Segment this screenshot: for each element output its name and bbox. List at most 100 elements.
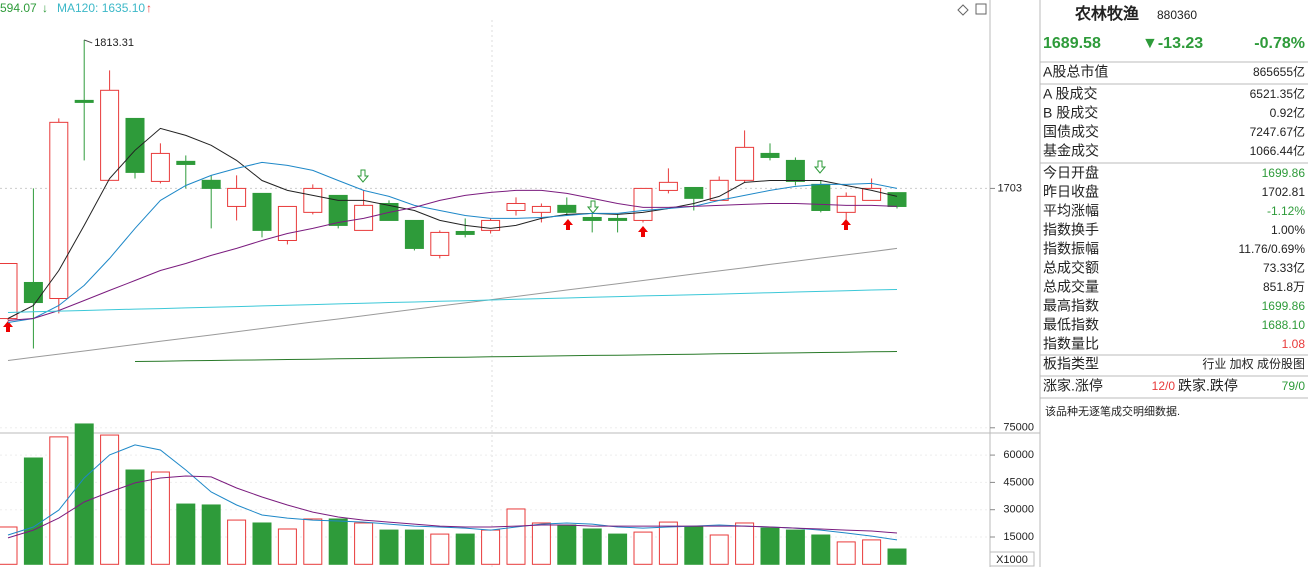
row-label: 今日开盘 xyxy=(1043,165,1099,181)
row-value: 1.08 xyxy=(1282,337,1306,351)
note: 该品种无逐笔成交明细数据. xyxy=(1045,404,1180,418)
candle-body xyxy=(862,187,882,201)
row-label: 指数振幅 xyxy=(1043,241,1099,257)
candle-body xyxy=(709,179,729,201)
volume-bar xyxy=(709,534,729,565)
candle-body xyxy=(506,202,526,211)
candle-body xyxy=(125,117,145,173)
ma-line xyxy=(134,351,898,362)
volume-bar xyxy=(150,471,170,565)
volume-bar xyxy=(74,423,94,565)
candle-body xyxy=(227,187,247,207)
volume-ma-line xyxy=(7,475,898,539)
price: 1689.58 xyxy=(1043,35,1101,52)
row-value: 12/0 xyxy=(1152,379,1176,393)
candle-body xyxy=(328,194,348,226)
volume-bar xyxy=(735,522,755,565)
icon[interactable] xyxy=(957,4,969,16)
volume-bar xyxy=(227,519,247,565)
candle-body xyxy=(658,181,678,191)
volume-bar xyxy=(404,529,424,565)
row-value: 0.92亿 xyxy=(1270,105,1305,120)
header-arrow: ↓ xyxy=(42,1,48,15)
y-tick-label: 45000 xyxy=(1003,476,1034,488)
candle-body xyxy=(735,146,755,181)
candle-body xyxy=(74,99,94,103)
row-label: 最低指数 xyxy=(1043,317,1099,333)
row-value: -1.12% xyxy=(1267,204,1305,218)
row-value: 1066.44亿 xyxy=(1250,143,1305,158)
row-value: 7247.67亿 xyxy=(1250,124,1305,139)
row-value: 6521.35亿 xyxy=(1250,86,1305,101)
row-label: 指数量比 xyxy=(1043,336,1099,352)
candle-body xyxy=(785,159,805,182)
ma-label: MA120: 1635.10 xyxy=(57,1,145,15)
row-label: 昨日收盘 xyxy=(1043,184,1099,200)
volume-bar xyxy=(201,504,221,565)
y-tick-label: 15000 xyxy=(1003,531,1034,543)
row-label: A 股成交 xyxy=(1043,86,1097,102)
ma-line xyxy=(7,189,898,321)
candle-body xyxy=(100,89,120,181)
panel-title: 农林牧渔 xyxy=(1074,4,1139,23)
annotation-line xyxy=(84,39,93,44)
row-label: 总成交额 xyxy=(1043,260,1099,276)
candle-body xyxy=(354,204,374,231)
panel-code: 880360 xyxy=(1157,8,1197,22)
header-value: 594.07 xyxy=(0,1,37,15)
row-value: 1699.86 xyxy=(1262,299,1306,313)
volume-bar xyxy=(582,528,602,565)
volume-bar xyxy=(887,548,907,565)
ma-line xyxy=(7,127,898,319)
row-label: 平均涨幅 xyxy=(1043,203,1099,219)
row-value: 行业 加权 成份股图 xyxy=(1202,357,1305,371)
volume-bar xyxy=(633,531,653,565)
candle-body xyxy=(277,205,297,241)
signal-arrows xyxy=(356,160,827,214)
signal-arrows xyxy=(3,219,851,332)
row-value: 1.00% xyxy=(1271,223,1305,237)
row-value: 79/0 xyxy=(1282,379,1306,393)
volume-bar xyxy=(252,522,272,565)
volume-bar xyxy=(455,533,475,565)
row-value: 1699.86 xyxy=(1262,166,1306,180)
row-label: 跌家.跌停 xyxy=(1178,378,1238,394)
volume-bar xyxy=(836,541,856,565)
row-value: 851.8万 xyxy=(1263,280,1305,294)
candle-body xyxy=(481,219,501,231)
candle-body xyxy=(531,205,551,213)
volume-bar xyxy=(430,533,450,565)
y-tick-label: 30000 xyxy=(1003,504,1034,516)
candle-body xyxy=(608,217,628,221)
candle-body xyxy=(201,179,221,189)
row-label: 基金成交 xyxy=(1043,143,1099,159)
candle-body xyxy=(176,160,196,165)
unit-label: X1000 xyxy=(996,554,1028,566)
volume-bar xyxy=(303,518,323,565)
ma-line xyxy=(7,247,898,361)
row-label: B 股成交 xyxy=(1043,105,1098,121)
volume-bar xyxy=(506,508,526,565)
change: ▼-13.23 xyxy=(1142,35,1203,52)
candle-body xyxy=(430,231,450,256)
ma-arrow: ↑ xyxy=(146,1,152,15)
row-value: 11.76/0.69% xyxy=(1239,242,1306,256)
y-tick-label: 60000 xyxy=(1003,449,1034,461)
volume-bar xyxy=(176,503,196,565)
row-value: 73.33亿 xyxy=(1263,260,1305,275)
ma-line xyxy=(7,289,898,313)
icon[interactable] xyxy=(975,3,987,15)
row-label: 国债成交 xyxy=(1043,124,1099,140)
candle-body xyxy=(303,187,323,213)
candle-body xyxy=(404,219,424,249)
candle-body xyxy=(684,186,704,199)
row-label: 指数换手 xyxy=(1043,222,1099,238)
volume-bar xyxy=(328,518,348,565)
volume-bar xyxy=(684,526,704,565)
change-pct: -0.78% xyxy=(1254,35,1305,52)
volume-bar xyxy=(481,529,501,565)
unit-box xyxy=(989,551,1035,567)
candle-body xyxy=(582,216,602,221)
candle-body xyxy=(150,152,170,182)
